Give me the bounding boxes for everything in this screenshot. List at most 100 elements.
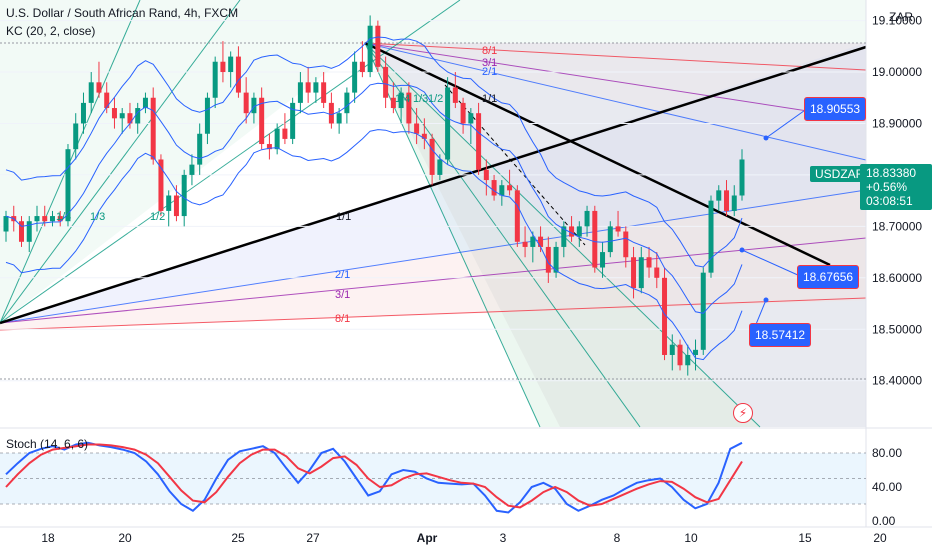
stoch-title[interactable]: Stoch (14, 6, 6) (6, 437, 89, 451)
fan-line (0, 0, 461, 324)
candle-body (313, 82, 319, 93)
marker-connector (765, 107, 809, 139)
fan-label: 3/1 (335, 289, 350, 301)
currency-button[interactable]: ZAR (889, 10, 913, 24)
fan-label: 8/1 (335, 313, 350, 325)
stoch-d-line (5, 443, 743, 509)
time-tick-label: 20 (873, 531, 887, 545)
fan-line (364, 42, 867, 161)
keltner-upper (5, 36, 743, 268)
candle-body (716, 190, 722, 201)
marker-dot (763, 135, 769, 141)
trend-line-up (0, 45, 867, 325)
candle-body (507, 185, 513, 191)
fan-label: 1/4 (56, 211, 71, 223)
candle-body (654, 267, 660, 278)
marker-connector (741, 249, 801, 277)
candle-body (42, 216, 48, 222)
last-change: +0.56% (866, 180, 908, 194)
candle-body (607, 226, 613, 253)
fan-line (0, 297, 867, 331)
candle-body (383, 66, 389, 98)
candle-body (166, 195, 172, 211)
time-tick-label: 27 (306, 531, 320, 545)
candle-body (158, 159, 164, 211)
candle-body (731, 195, 737, 211)
indicator-label[interactable]: KC (20, 2, close) (6, 24, 96, 38)
candle-body (460, 102, 466, 124)
last-price: 18.83380 (866, 166, 917, 180)
candle-body (297, 82, 303, 103)
candle-body (204, 97, 210, 134)
marker-dot (763, 297, 769, 303)
stoch-k-line (5, 441, 743, 514)
candle-body (631, 257, 637, 289)
stoch-tick-label: 40.00 (872, 480, 902, 494)
candle-body (561, 226, 567, 247)
candle-body (96, 82, 102, 93)
candle-body (476, 113, 482, 170)
candle-body (344, 92, 350, 114)
candle-body (181, 174, 187, 217)
candle-body (274, 128, 280, 150)
candle-body (576, 226, 582, 237)
candle-body (142, 97, 148, 109)
price-tick-label: 19.10000 (872, 14, 922, 28)
alert-icon[interactable]: ⚡ (733, 403, 753, 423)
candle-body (530, 236, 536, 247)
candle-body (3, 216, 9, 232)
candle-body (538, 236, 544, 247)
candle-body (135, 108, 141, 124)
price-tick-label: 18.50000 (872, 322, 922, 336)
price-tick-label: 18.60000 (872, 271, 922, 285)
candle-body (615, 226, 621, 232)
candle-body (26, 221, 32, 242)
candle-body (646, 257, 652, 268)
candle-body (328, 102, 334, 124)
dashed-line (444, 84, 586, 246)
price-tick-label: 19.00000 (872, 65, 922, 79)
candle-body (49, 216, 55, 222)
candle-body (421, 133, 427, 139)
candle-body (483, 169, 489, 181)
price-marker-2[interactable]: 18.67656 (797, 265, 860, 289)
candle-body (468, 113, 474, 124)
candle-body (452, 87, 458, 103)
candle-body (243, 92, 249, 114)
price-tick-label: 18.40000 (872, 374, 922, 388)
price-marker-1[interactable]: 18.90553 (804, 97, 867, 121)
fan-label: 2/1 (335, 269, 350, 281)
candle-body (251, 97, 257, 114)
fan-box-shade (365, 43, 866, 427)
fan-label: 1/1 (336, 211, 351, 223)
candle-body (553, 246, 559, 273)
candle-body (34, 216, 40, 222)
candle-body (352, 61, 358, 93)
candle-body (429, 138, 435, 175)
candle-body (359, 61, 365, 73)
candle-body (499, 185, 505, 196)
fan-label: 1/3 (413, 93, 428, 105)
candle-body (677, 344, 683, 366)
candle-body (119, 113, 125, 119)
last-price-box: 18.83380 +0.56% 03:08:51 (860, 164, 932, 210)
candle-body (600, 252, 606, 268)
candle-body (406, 92, 412, 124)
stoch-tick-label: 80.00 (872, 446, 902, 460)
keltner-basis (5, 82, 743, 314)
candle-body (491, 180, 497, 196)
fan-label: 1/4 (395, 93, 410, 105)
candle-body (305, 82, 311, 93)
time-tick-label: 20 (118, 531, 132, 545)
candle-body (104, 92, 110, 109)
candle-body (259, 97, 265, 145)
fan-line (0, 237, 867, 324)
time-tick-label: 8 (614, 531, 621, 545)
candle-body (437, 159, 443, 175)
candle-body (398, 92, 404, 109)
time-tick-label: 25 (231, 531, 245, 545)
price-marker-3[interactable]: 18.57412 (749, 323, 812, 347)
candle-body (65, 149, 71, 222)
